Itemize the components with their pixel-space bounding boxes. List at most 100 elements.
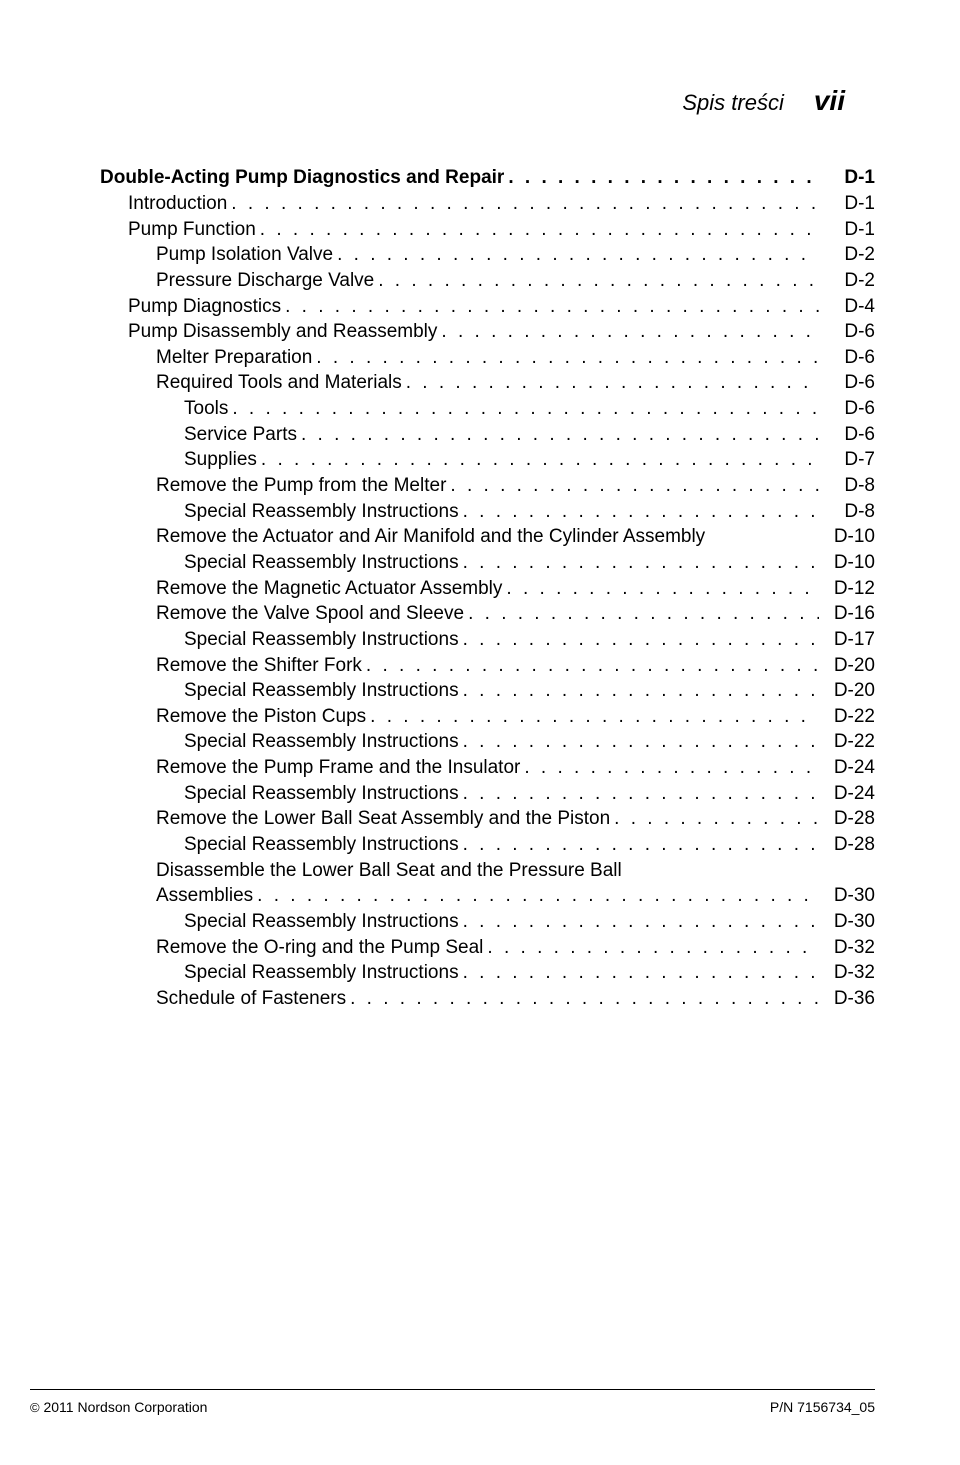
- toc-row: Introduction. . . . . . . . . . . . . . …: [100, 191, 875, 217]
- toc-row: Remove the Pump from the Melter. . . . .…: [100, 473, 875, 499]
- toc-page-number: D-8: [819, 499, 875, 525]
- toc-row: Schedule of Fasteners. . . . . . . . . .…: [100, 986, 875, 1012]
- toc-page-number: D-22: [819, 729, 875, 755]
- toc-page-number: D-17: [819, 627, 875, 653]
- toc-page-number: D-6: [819, 345, 875, 371]
- toc-row: Special Reassembly Instructions. . . . .…: [100, 909, 875, 935]
- toc-label: Special Reassembly Instructions: [184, 832, 459, 858]
- toc-leader-dots: . . . . . . . . . . . . . . . . . . . . …: [464, 601, 819, 627]
- toc-row: Pump Isolation Valve. . . . . . . . . . …: [100, 242, 875, 268]
- toc-page-number: D-2: [819, 242, 875, 268]
- toc-label: Remove the Pump from the Melter: [156, 473, 446, 499]
- toc-label: Pump Diagnostics: [128, 294, 281, 320]
- toc-label: Pump Isolation Valve: [156, 242, 333, 268]
- toc-label: Service Parts: [184, 422, 297, 448]
- toc-label: Special Reassembly Instructions: [184, 627, 459, 653]
- toc-label: Special Reassembly Instructions: [184, 499, 459, 525]
- toc-section-title: Double-Acting Pump Diagnostics and Repai…: [100, 167, 504, 189]
- toc-leader-dots: . . . . . . . . . . . . . . . . . . . . …: [228, 396, 819, 422]
- toc-leader-dots: . . . . . . . . . . . . . . . . . . . . …: [312, 345, 819, 371]
- toc-page-number: D-1: [819, 217, 875, 243]
- toc-row: Remove the O-ring and the Pump Seal. . .…: [100, 935, 875, 961]
- toc-leader-dots: . . . . . . . . . . . . . . . . . . . . …: [459, 909, 819, 935]
- toc-leader-dots: . . . . . . . . . . . . . . . . . . . . …: [402, 370, 819, 396]
- table-of-contents: Double-Acting Pump Diagnostics and Repai…: [100, 167, 875, 1012]
- toc-leader-dots: . . . . . . . . . . . . . . . . . . . . …: [483, 935, 819, 961]
- toc-leader-dots: . . . . . . . . . . . . . . . . . . . . …: [459, 781, 819, 807]
- toc-page-number: D-7: [819, 447, 875, 473]
- toc-row: Special Reassembly Instructions. . . . .…: [100, 781, 875, 807]
- toc-row: Special Reassembly Instructions. . . . .…: [100, 499, 875, 525]
- toc-leader-dots: . . . . . . . . . . . . . . . . . . . . …: [459, 832, 819, 858]
- toc-row: Required Tools and Materials. . . . . . …: [100, 370, 875, 396]
- toc-leader-dots: . . . . . . . . . . . . . . . . . . . . …: [459, 729, 819, 755]
- toc-label: Special Reassembly Instructions: [184, 550, 459, 576]
- toc-page-number: D-10: [819, 550, 875, 576]
- toc-label: Schedule of Fasteners: [156, 986, 346, 1012]
- toc-label: Remove the Magnetic Actuator Assembly: [156, 576, 502, 602]
- toc-page-number: D-22: [819, 704, 875, 730]
- toc-page-number: D-36: [819, 986, 875, 1012]
- page-footer: © 2011 Nordson Corporation P/N 7156734_0…: [0, 1399, 960, 1415]
- toc-page-number: D-2: [819, 268, 875, 294]
- toc-leader-dots: . . . . . . . . . . . . . . . . . . . . …: [520, 755, 819, 781]
- toc-leader-dots: . . . . . . . . . . . . . . . . . . . . …: [257, 447, 819, 473]
- copyright-icon: ©: [30, 1400, 40, 1415]
- toc-page-number: D-28: [819, 832, 875, 858]
- toc-leader-dots: . . . . . . . . . . . . . . . . . . . . …: [281, 294, 819, 320]
- toc-page-number: D-6: [819, 422, 875, 448]
- toc-row: Remove the Lower Ball Seat Assembly and …: [100, 806, 875, 832]
- toc-label: Pressure Discharge Valve: [156, 268, 374, 294]
- toc-page-number: D-28: [819, 806, 875, 832]
- toc-row: Pump Disassembly and Reassembly. . . . .…: [100, 319, 875, 345]
- toc-row: Remove the Piston Cups. . . . . . . . . …: [100, 704, 875, 730]
- toc-page-number: D-30: [819, 909, 875, 935]
- toc-row: Disassemble the Lower Ball Seat and the …: [100, 858, 875, 884]
- toc-section-page: D-1: [819, 167, 875, 189]
- toc-leader-dots: . . . . . . . . . . . . . . . . . . . . …: [256, 217, 819, 243]
- toc-label: Pump Function: [128, 217, 256, 243]
- toc-page-number: D-16: [819, 601, 875, 627]
- toc-page-number: D-30: [819, 883, 875, 909]
- toc-leader-dots: . . . . . . . . . . . . . . . . . . . . …: [459, 550, 819, 576]
- toc-row: Assemblies. . . . . . . . . . . . . . . …: [100, 883, 875, 909]
- toc-page-number: D-32: [819, 935, 875, 961]
- toc-body: Introduction . . . . . . . . . . . . . . …: [100, 191, 875, 1012]
- toc-label: Required Tools and Materials: [156, 370, 402, 396]
- toc-page-number: D-4: [819, 294, 875, 320]
- toc-label: Remove the Lower Ball Seat Assembly and …: [156, 806, 610, 832]
- toc-page-number: D-1: [819, 191, 875, 217]
- toc-label: Supplies: [184, 447, 257, 473]
- toc-leader-dots: . . . . . . . . . . . . . . . . . . . . …: [459, 499, 819, 525]
- footer-part-number: P/N 7156734_05: [770, 1399, 875, 1415]
- toc-label: Remove the Shifter Fork: [156, 653, 362, 679]
- toc-label: Pump Disassembly and Reassembly: [128, 319, 437, 345]
- toc-label: Remove the Piston Cups: [156, 704, 366, 730]
- toc-leader-dots: . . . . . . . . . . . . . . . . . . . . …: [346, 986, 819, 1012]
- toc-row: Special Reassembly Instructions. . . . .…: [100, 729, 875, 755]
- toc-row: Pump Function. . . . . . . . . . . . . .…: [100, 217, 875, 243]
- toc-label: Special Reassembly Instructions: [184, 960, 459, 986]
- toc-leader-dots: . . . . . . . . . . . . . . . . . . . . …: [459, 678, 819, 704]
- toc-row: Remove the Magnetic Actuator Assembly. .…: [100, 576, 875, 602]
- toc-row: Remove the Pump Frame and the Insulator.…: [100, 755, 875, 781]
- footer-copyright-text: 2011 Nordson Corporation: [43, 1399, 207, 1415]
- toc-leader-dots: . . . . . . . . . . . . . . . . . . . . …: [362, 653, 819, 679]
- toc-row: Service Parts. . . . . . . . . . . . . .…: [100, 422, 875, 448]
- toc-page-number: D-24: [819, 755, 875, 781]
- toc-label: Remove the Actuator and Air Manifold and…: [156, 524, 705, 550]
- toc-label: Disassemble the Lower Ball Seat and the …: [156, 858, 622, 884]
- toc-row: Special Reassembly Instructions. . . . .…: [100, 832, 875, 858]
- toc-row: Pressure Discharge Valve. . . . . . . . …: [100, 268, 875, 294]
- toc-label: Assemblies: [156, 883, 253, 909]
- toc-leader-dots: . . . . . . . . . . . . . . . . . . . . …: [610, 806, 819, 832]
- toc-page-number: D-8: [819, 473, 875, 499]
- toc-leader-dots: . . . . . . . . . . . . . . . . . . . . …: [374, 268, 819, 294]
- toc-page-number: D-32: [819, 960, 875, 986]
- toc-leader-dots: . . . . . . . . . . . . . . . . . . . . …: [504, 167, 819, 189]
- toc-label: Special Reassembly Instructions: [184, 678, 459, 704]
- toc-row: Special Reassembly Instructions. . . . .…: [100, 550, 875, 576]
- toc-leader-dots: . . . . . . . . . . . . . . . . . . . . …: [333, 242, 819, 268]
- page-header: Spis treści vii: [100, 85, 875, 117]
- toc-label: Introduction: [128, 191, 227, 217]
